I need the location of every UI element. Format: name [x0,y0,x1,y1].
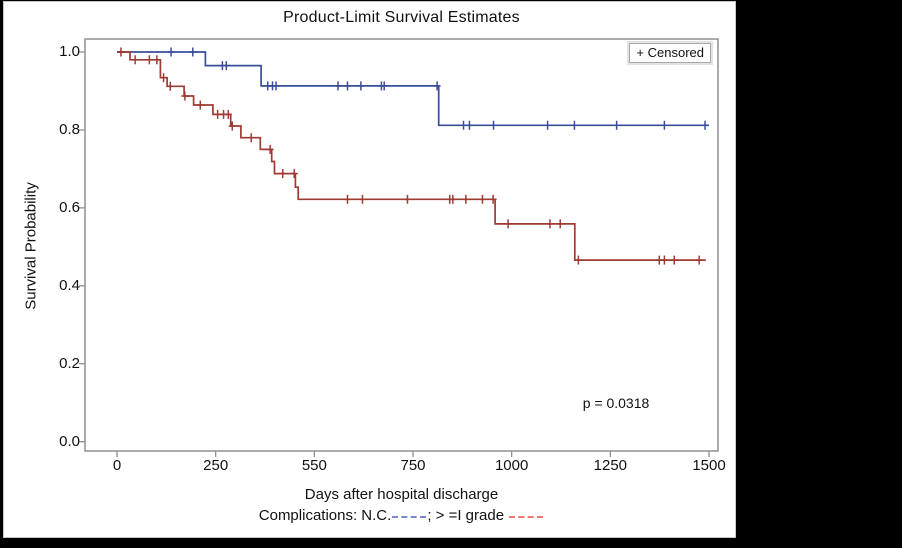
grade-dash-line-icon [509,516,544,518]
plot-frame [84,38,719,452]
chart-title: Product-Limit Survival Estimates [283,9,520,26]
y-axis-title: Survival Probability [22,182,40,310]
y-tick-label: 0.4 [59,276,80,294]
x-tick-label: 0 [112,457,122,474]
survival-curve-nc [117,51,709,127]
legend-label-complications-nc: Complications: N.C. [258,507,392,524]
x-tick-label: 1500 [692,457,726,474]
p-value-annotation: p = 0.0318 [582,395,650,411]
legend-label-grade: ; > =I grade [427,507,505,524]
survival-plot-figure: Product-Limit Survival Estimates Surviva… [3,1,736,538]
censored-legend-box: + Censored [629,43,711,63]
y-tick-label: 0.0 [59,432,80,450]
x-tick-label: 250 [203,457,229,474]
y-tick-label: 0.8 [59,120,80,138]
x-tick-label: 1000 [494,457,529,474]
group-legend: Complications: N.C. ; > =I grade [85,507,718,524]
x-tick-label: 750 [400,457,426,474]
x-tick-label: 550 [301,457,327,474]
y-tick-label: 0.2 [59,354,80,372]
y-tick-label: 1.0 [59,43,80,60]
nc-dash-line-icon [392,516,427,518]
km-plot-svg [79,38,719,457]
y-tick-label: 0.6 [59,198,80,216]
x-tick-label: 1250 [593,457,628,474]
survival-curve-grade [117,51,706,261]
x-axis-title: Days after hospital discharge [304,486,499,503]
